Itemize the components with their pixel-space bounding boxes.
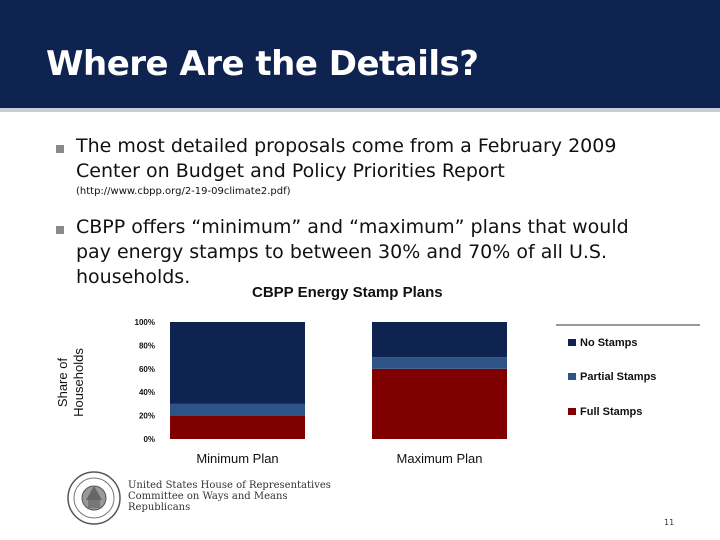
bar-segment	[372, 322, 507, 358]
chart-title: CBPP Energy Stamp Plans	[252, 284, 443, 301]
source-url: (http://www.cbpp.org/2-19-09climate2.pdf…	[76, 186, 291, 197]
bar-segment	[372, 357, 507, 369]
title-bar: Where Are the Details?	[0, 0, 720, 112]
y-tick-label: 0%	[143, 435, 155, 444]
bullet-text-2: CBPP offers “minimum” and “maximum” plan…	[76, 216, 629, 288]
bar-segment	[170, 403, 305, 416]
house-seal-icon	[67, 471, 121, 525]
bar-segment	[372, 368, 507, 439]
footer-text: United States House of Representatives C…	[128, 480, 331, 513]
y-tick-label: 40%	[139, 388, 155, 397]
footer-line: Committee on Ways and Means	[128, 491, 288, 502]
page-number: 11	[664, 518, 675, 527]
slide-title: Where Are the Details?	[46, 44, 479, 84]
bullet-marker	[56, 145, 64, 153]
legend-swatch	[568, 408, 576, 415]
bullet-text-1: The most detailed proposals come from a …	[76, 135, 617, 182]
x-tick-label: Maximum Plan	[397, 451, 483, 466]
footer-line: Republicans	[128, 502, 191, 513]
x-tick-label: Minimum Plan	[196, 451, 278, 466]
legend-label: Partial Stamps	[580, 371, 656, 383]
bar-segment	[170, 415, 305, 439]
bullet-marker	[56, 226, 64, 234]
legend-swatch	[568, 339, 576, 346]
y-axis-label: Households	[71, 348, 86, 417]
y-tick-label: 60%	[139, 365, 155, 374]
legend-label: No Stamps	[580, 337, 637, 349]
y-tick-label: 20%	[139, 412, 155, 421]
y-tick-label: 80%	[139, 341, 155, 350]
legend-label: Full Stamps	[580, 406, 642, 418]
y-axis-label: Share of	[55, 358, 70, 408]
footer-line: United States House of Representatives	[128, 480, 331, 491]
legend-swatch	[568, 373, 576, 380]
y-tick-label: 100%	[135, 318, 155, 327]
bar-segment	[170, 322, 305, 404]
